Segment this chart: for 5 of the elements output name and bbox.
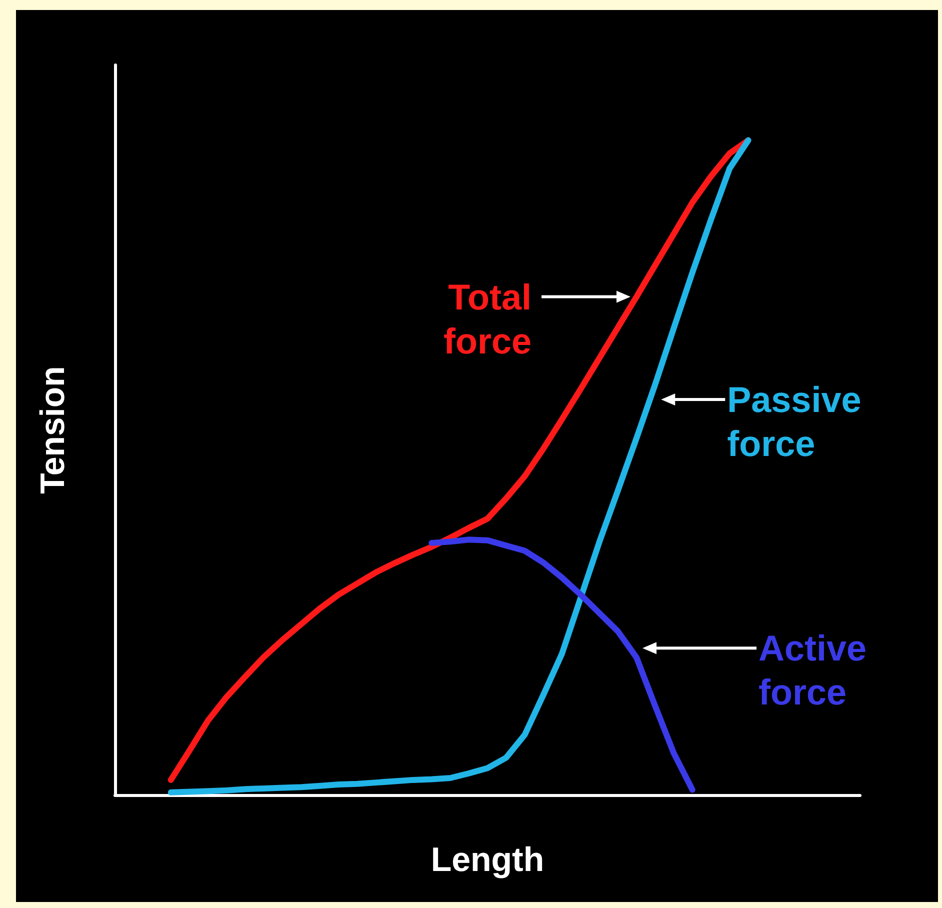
y-axis-title: Tension	[34, 366, 72, 494]
x-axis-title: Length	[430, 841, 544, 879]
series-label: Total force	[443, 276, 532, 362]
series-label: Passive force	[727, 379, 862, 464]
text: Active force	[758, 628, 867, 713]
